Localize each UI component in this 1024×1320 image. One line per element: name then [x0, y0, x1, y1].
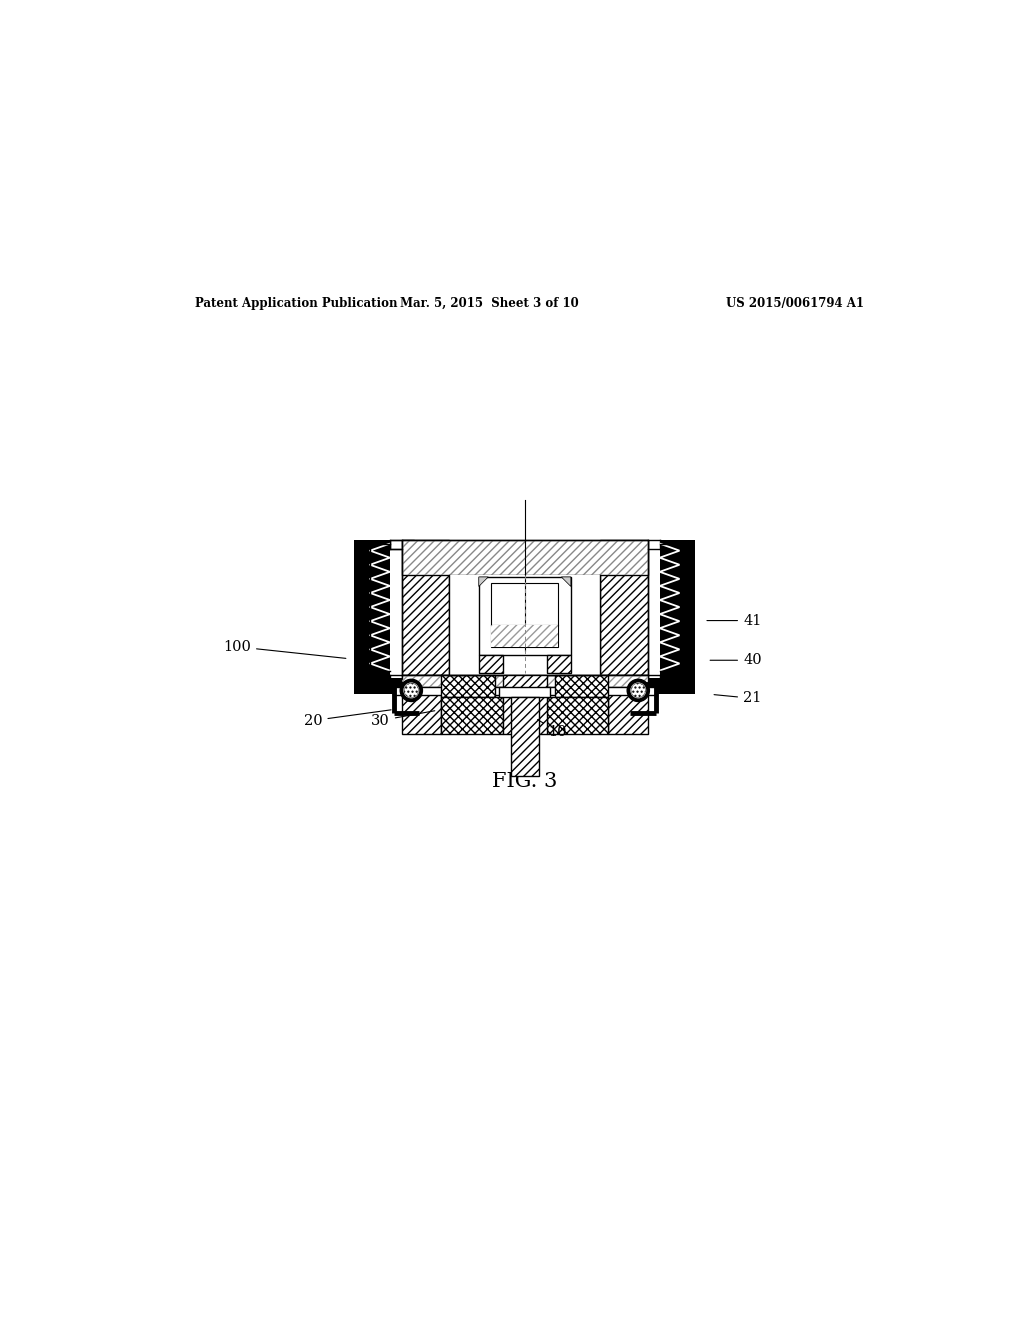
Circle shape [631, 684, 645, 698]
Text: FIG. 3: FIG. 3 [493, 772, 557, 791]
Bar [354, 677, 410, 693]
Bar [547, 655, 570, 673]
Circle shape [404, 684, 419, 698]
Bar [401, 675, 441, 734]
Bar [401, 540, 450, 675]
Bar [441, 675, 495, 697]
Text: 10: 10 [538, 719, 567, 739]
Bar [401, 675, 648, 688]
Circle shape [631, 684, 645, 698]
Bar [479, 577, 570, 655]
Bar [479, 655, 503, 673]
Bar [555, 675, 608, 697]
Bar [503, 675, 547, 734]
Text: 20: 20 [304, 710, 391, 727]
Text: Patent Application Publication: Patent Application Publication [196, 297, 398, 310]
Circle shape [400, 680, 423, 701]
Bar [441, 697, 503, 734]
Bar [659, 544, 680, 671]
Text: 100: 100 [223, 640, 346, 659]
Bar [370, 544, 390, 671]
Bar [401, 540, 648, 576]
Text: US 2015/0061794 A1: US 2015/0061794 A1 [726, 297, 863, 310]
Bar [450, 576, 600, 675]
Bar [354, 540, 390, 688]
Text: 30: 30 [371, 710, 435, 727]
Bar [608, 675, 648, 734]
Text: 41: 41 [707, 614, 762, 627]
Bar [511, 697, 539, 776]
Bar [600, 540, 648, 675]
Polygon shape [479, 577, 488, 586]
Bar [401, 675, 648, 688]
Bar [401, 540, 648, 576]
Bar [492, 583, 558, 647]
Polygon shape [561, 577, 570, 586]
Text: Mar. 5, 2015  Sheet 3 of 10: Mar. 5, 2015 Sheet 3 of 10 [399, 297, 579, 310]
Text: 21: 21 [714, 692, 762, 705]
Bar [640, 677, 695, 693]
Bar [500, 688, 550, 697]
Circle shape [404, 684, 419, 698]
Bar [659, 540, 695, 688]
Bar [492, 624, 558, 647]
Bar [394, 688, 655, 696]
Text: 40: 40 [710, 653, 762, 667]
Bar [390, 540, 414, 549]
Bar [547, 697, 608, 734]
Circle shape [627, 680, 649, 701]
